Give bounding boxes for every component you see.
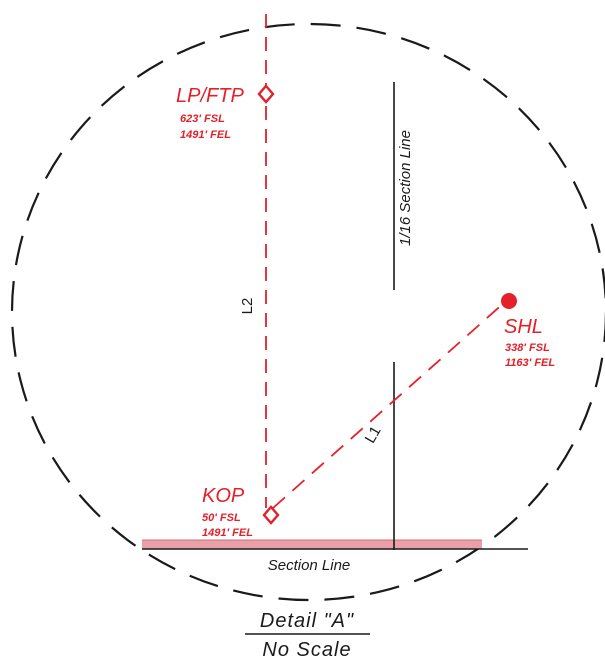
lp-ftp-fsl: 623' FSL [180,113,225,125]
shl-marker [501,293,517,309]
section-line-label: Section Line [268,557,351,574]
l2-label: L2 [239,298,256,315]
kop-label: KOP [202,485,245,507]
lp-ftp-marker [257,84,275,104]
l1-segment [272,301,506,509]
kop-marker [262,505,280,525]
lease-band [142,540,482,549]
kop-fel: 1491' FEL [202,527,253,539]
sixteenth-line-label: 1/16 Section Line [397,130,414,246]
detail-circle [10,22,605,602]
lp-ftp-fel: 1491' FEL [180,129,231,141]
shl-label: SHL [504,316,543,338]
kop-fsl: 50' FSL [202,512,241,524]
shl-fel: 1163' FEL [505,357,555,369]
l1-label: L1 [362,423,385,446]
detail-title: Detail "A" [260,610,354,632]
detail-scale: No Scale [262,639,351,661]
lp-ftp-label: LP/FTP [176,85,244,107]
shl-fsl: 338' FSL [505,342,550,354]
